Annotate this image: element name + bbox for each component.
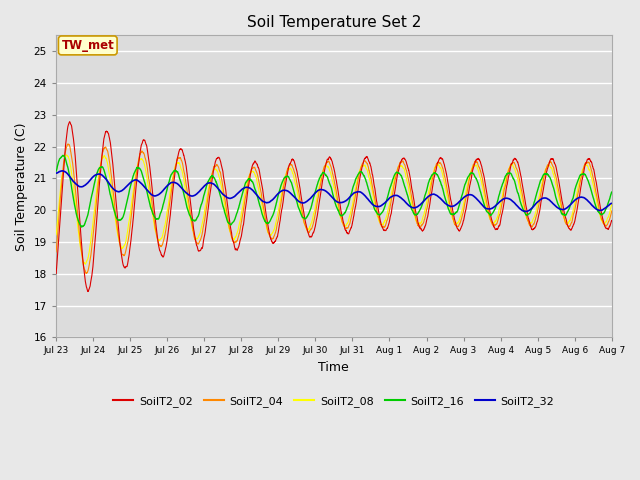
Line: SoilT2_16: SoilT2_16 (56, 156, 612, 227)
SoilT2_32 (608, 201, 616, 206)
SoilT2_16 (556, 204, 563, 210)
SoilT2_02 (388, 203, 396, 208)
SoilT2_08 (556, 196, 563, 202)
SoilT2_08 (398, 163, 406, 169)
Line: SoilT2_02: SoilT2_02 (56, 122, 612, 291)
SoilT2_04 (64, 141, 72, 147)
SoilT2_16 (388, 178, 396, 184)
SoilT2_04 (52, 249, 60, 255)
SoilT2_04 (83, 271, 90, 276)
SoilT2_32 (52, 170, 60, 176)
SoilT2_04 (388, 192, 396, 198)
SoilT2_32 (58, 168, 66, 174)
SoilT2_16 (172, 168, 179, 173)
Text: TW_met: TW_met (61, 39, 114, 52)
SoilT2_08 (608, 202, 616, 207)
Line: SoilT2_32: SoilT2_32 (56, 171, 612, 212)
SoilT2_08 (81, 261, 89, 267)
X-axis label: Time: Time (319, 361, 349, 374)
SoilT2_16 (608, 189, 616, 195)
SoilT2_32 (207, 180, 215, 186)
Line: SoilT2_08: SoilT2_08 (56, 155, 612, 264)
SoilT2_04 (608, 208, 616, 214)
Y-axis label: Soil Temperature (C): Soil Temperature (C) (15, 122, 28, 251)
SoilT2_02 (398, 156, 406, 162)
SoilT2_02 (66, 119, 74, 125)
SoilT2_08 (207, 173, 215, 179)
SoilT2_16 (59, 153, 67, 158)
SoilT2_04 (207, 174, 215, 180)
SoilT2_02 (207, 181, 215, 187)
SoilT2_02 (608, 217, 616, 223)
SoilT2_02 (172, 168, 179, 173)
SoilT2_16 (77, 224, 85, 230)
SoilT2_08 (52, 232, 60, 238)
SoilT2_32 (388, 193, 396, 199)
SoilT2_04 (172, 165, 179, 170)
SoilT2_02 (52, 270, 60, 276)
SoilT2_08 (63, 152, 70, 158)
SoilT2_32 (608, 201, 616, 206)
SoilT2_16 (608, 189, 616, 195)
SoilT2_08 (172, 163, 179, 168)
SoilT2_04 (556, 191, 563, 197)
SoilT2_32 (522, 209, 530, 215)
SoilT2_16 (52, 168, 60, 174)
SoilT2_04 (608, 208, 616, 214)
Legend: SoilT2_02, SoilT2_04, SoilT2_08, SoilT2_16, SoilT2_32: SoilT2_02, SoilT2_04, SoilT2_08, SoilT2_… (109, 391, 559, 411)
SoilT2_02 (608, 218, 616, 224)
SoilT2_02 (556, 181, 563, 187)
SoilT2_08 (388, 186, 396, 192)
SoilT2_16 (207, 174, 215, 180)
SoilT2_16 (398, 175, 406, 180)
SoilT2_32 (556, 206, 563, 212)
SoilT2_32 (172, 180, 179, 186)
SoilT2_08 (608, 202, 616, 207)
SoilT2_32 (398, 196, 406, 202)
Title: Soil Temperature Set 2: Soil Temperature Set 2 (246, 15, 421, 30)
SoilT2_02 (84, 288, 92, 294)
Line: SoilT2_04: SoilT2_04 (56, 144, 612, 274)
SoilT2_04 (398, 159, 406, 165)
